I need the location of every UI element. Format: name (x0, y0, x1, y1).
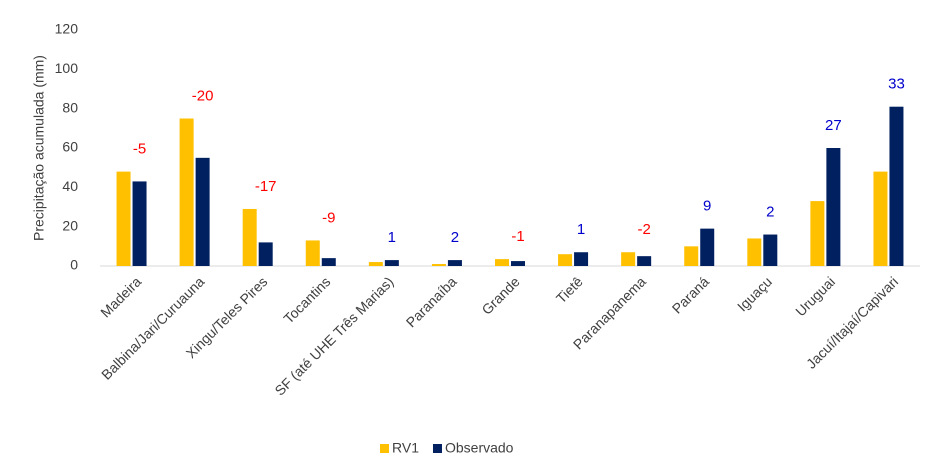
y-tick-label: 80 (62, 99, 78, 115)
x-tick-label: Balbina/Jari/Curuauna (98, 273, 207, 382)
bar (873, 171, 888, 266)
bar (684, 246, 699, 266)
legend-label: RV1 (392, 440, 419, 456)
x-tick-label: Uruguai (792, 273, 838, 319)
difference-label: -17 (255, 178, 277, 195)
bar (132, 181, 147, 266)
y-tick-label: 60 (62, 139, 78, 155)
difference-label: -9 (322, 209, 335, 226)
bar (116, 171, 131, 266)
bar (195, 157, 210, 266)
y-tick-label: 120 (55, 21, 79, 37)
bar (179, 118, 194, 266)
x-tick-label: Madeira (97, 273, 144, 320)
bar (511, 261, 525, 266)
bar (242, 208, 257, 266)
legend-swatch (380, 444, 389, 453)
difference-label: -1 (511, 228, 524, 245)
x-tick-label: Tocantins (280, 273, 333, 326)
bar (574, 252, 589, 266)
difference-label: 27 (825, 117, 842, 134)
bar (700, 228, 715, 266)
bar (621, 252, 636, 266)
bar (826, 148, 841, 266)
difference-label: -5 (133, 141, 146, 158)
bar (763, 234, 778, 266)
y-tick-label: 20 (62, 217, 78, 233)
bar (258, 242, 273, 266)
bar (447, 260, 462, 266)
legend-swatch (432, 444, 442, 453)
bar (495, 259, 509, 266)
bar (558, 254, 573, 266)
y-tick-label: 40 (62, 178, 78, 194)
bar (747, 238, 762, 266)
difference-label: -2 (637, 221, 650, 238)
y-axis-title: Precipitação acumulada (mm) (31, 55, 47, 241)
x-tick-label: Paranaíba (403, 273, 460, 330)
bar (384, 260, 399, 266)
difference-label: 2 (766, 204, 774, 221)
x-tick-label: SF (até UHE Três Marias) (271, 273, 396, 398)
bar (889, 106, 904, 266)
y-tick-label: 0 (70, 257, 78, 273)
difference-label: 1 (577, 221, 585, 238)
bar (305, 240, 320, 266)
difference-label: 1 (388, 229, 396, 246)
difference-label: 33 (888, 76, 905, 93)
bar (431, 264, 446, 266)
x-tick-label: Grande (478, 273, 522, 317)
y-tick-label: 100 (55, 60, 79, 76)
bar (321, 258, 336, 266)
difference-label: 9 (703, 198, 711, 215)
legend-label: Observado (445, 440, 514, 456)
bar (637, 256, 652, 266)
difference-label: -20 (192, 87, 214, 104)
difference-label: 2 (451, 229, 459, 246)
bar (810, 201, 825, 266)
x-tick-label: Paraná (669, 273, 712, 316)
bar (368, 262, 383, 266)
x-tick-label: Iguaçu (734, 273, 775, 314)
x-tick-label: Tietê (553, 273, 586, 306)
